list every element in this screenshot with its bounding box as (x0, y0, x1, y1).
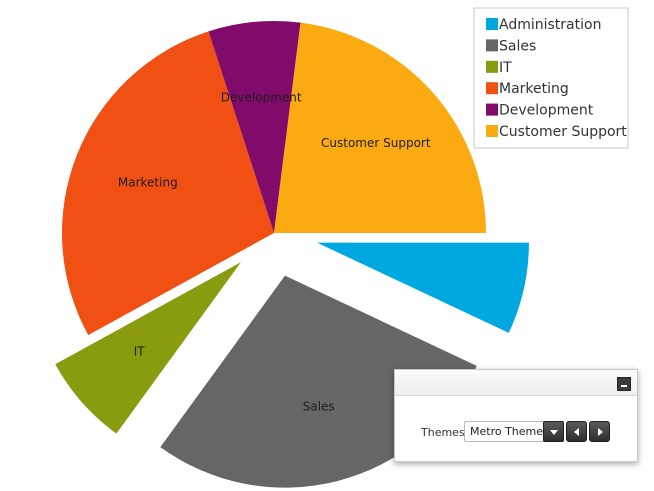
theme-panel-header (395, 370, 637, 396)
legend-swatch-marketing (486, 82, 498, 95)
legend-swatch-administration (486, 18, 498, 30)
next-theme-button[interactable] (589, 421, 610, 442)
pie-slice-marketing[interactable] (62, 31, 275, 336)
minimize-icon (621, 385, 627, 387)
slice-label-sales: Sales (303, 400, 335, 414)
chevron-down-icon (550, 430, 558, 435)
legend-label-administration: Administration (499, 17, 601, 33)
themes-label: Themes (421, 426, 465, 439)
slice-label-marketing: Marketing (118, 176, 178, 190)
legend-swatch-development (486, 103, 498, 116)
previous-theme-button[interactable] (566, 421, 587, 442)
legend-swatch-it (486, 60, 498, 73)
legend-label-it: IT (499, 60, 512, 76)
legend-label-sales: Sales (499, 38, 536, 54)
pie-slice-development[interactable] (208, 21, 301, 234)
legend-label-customer-support: Customer Support (499, 124, 627, 140)
minimize-button[interactable] (617, 377, 631, 391)
legend-swatch-sales (486, 39, 498, 52)
slice-label-customer-support: Customer Support (321, 136, 431, 150)
dropdown-arrow-button[interactable] (543, 421, 564, 442)
theme-panel: Themes Metro Theme (394, 369, 638, 462)
pie-slice-it[interactable] (55, 262, 241, 434)
legend-swatch-customer-support (486, 125, 498, 137)
legend: Administration Sales IT Marketing Developmen… (473, 7, 629, 149)
legend-box (473, 7, 629, 149)
theme-select-value: Metro Theme (470, 425, 544, 438)
legend-label-development: Development (499, 103, 594, 119)
pie-slice-administration[interactable] (316, 242, 529, 333)
chevron-left-icon (574, 428, 579, 436)
legend-label-marketing: Marketing (499, 81, 569, 97)
slice-label-it: IT (134, 344, 146, 358)
theme-select[interactable]: Metro Theme (464, 421, 564, 442)
slice-labels: Sales IT Marketing Development Customer Supp… (118, 90, 431, 413)
pie-slice-customer-support[interactable] (274, 22, 486, 234)
chevron-right-icon (598, 428, 603, 436)
slice-label-development: Development (221, 90, 302, 104)
